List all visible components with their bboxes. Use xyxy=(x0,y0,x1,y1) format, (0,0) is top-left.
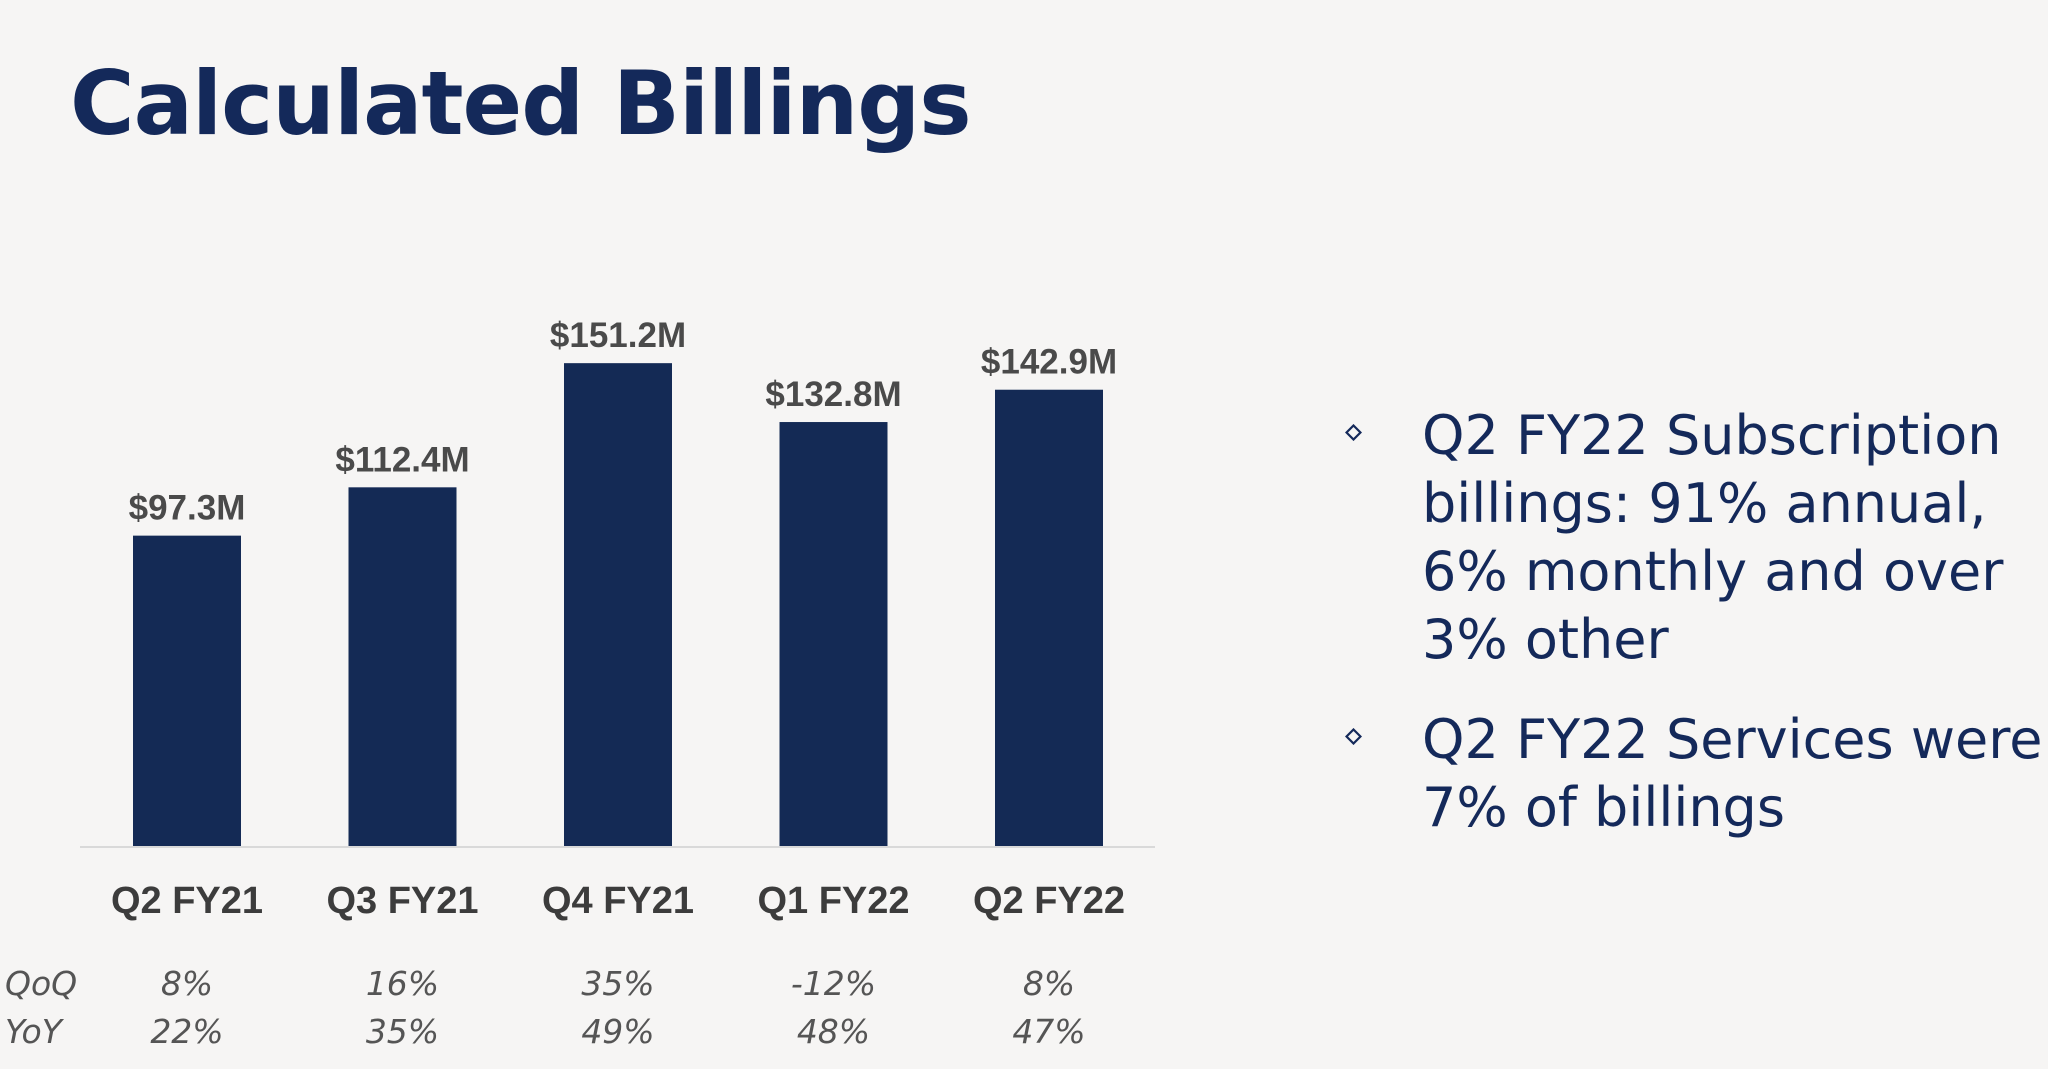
bullet-item-services: Q2 FY22 Services were 7% of billings xyxy=(1345,706,2045,842)
bar-q1-fy22 xyxy=(779,422,888,847)
bullet-item-subscription: Q2 FY22 Subscription billings: 91% annua… xyxy=(1345,402,2045,674)
bullet-text: Q2 FY22 Services were 7% of billings xyxy=(1422,708,2043,839)
highlights-list: Q2 FY22 Subscription billings: 91% annua… xyxy=(1345,402,2045,874)
diamond-outline-icon xyxy=(1345,424,1362,441)
x-tick-label: Q2 FY22 xyxy=(973,880,1125,922)
growth-value-yoy: 47% xyxy=(1012,1012,1085,1051)
bar-q4-fy21 xyxy=(564,363,672,847)
growth-value-qoq: -12% xyxy=(791,964,876,1003)
growth-value-qoq: 35% xyxy=(581,964,654,1003)
x-tick-label: Q2 FY21 xyxy=(111,880,263,922)
bars-layer xyxy=(133,363,1103,847)
bar-value-label: $151.2M xyxy=(550,316,686,355)
diamond-outline-icon xyxy=(1345,728,1362,745)
bar-value-label: $97.3M xyxy=(129,489,246,528)
x-tick-label: Q4 FY21 xyxy=(542,880,694,922)
bar-value-label: $132.8M xyxy=(765,375,901,414)
growth-metrics-table: QoQ 8% 16% 35% -12% 8% YoY 22% 35% 49% 48% 47% xyxy=(5,964,1086,1051)
bar-q2-fy21 xyxy=(133,535,241,847)
growth-value-yoy: 49% xyxy=(581,1012,654,1051)
growth-value-yoy: 48% xyxy=(797,1012,870,1051)
x-tick-label: Q3 FY21 xyxy=(326,880,478,922)
growth-value-qoq: 8% xyxy=(1023,964,1075,1003)
labels-layer: $97.3M Q2 FY21 $112.4M Q3 FY21 $151.2M Q4 FY2… xyxy=(111,316,1125,922)
x-tick-label: Q1 FY22 xyxy=(757,880,909,922)
growth-value-yoy: 22% xyxy=(150,1012,223,1051)
growth-value-qoq: 8% xyxy=(161,964,213,1003)
billings-bar-chart: $97.3M Q2 FY21 $112.4M Q3 FY21 $151.2M Q4 FY2… xyxy=(5,316,1155,1051)
bullet-text: Q2 FY22 Subscription billings: 91% annua… xyxy=(1422,404,2004,671)
bar-value-label: $112.4M xyxy=(335,440,469,479)
growth-value-yoy: 35% xyxy=(366,1012,439,1051)
page-title: Calculated Billings xyxy=(70,52,972,155)
growth-value-qoq: 16% xyxy=(366,964,439,1003)
growth-row-label-qoq: QoQ xyxy=(5,964,77,1003)
bar-value-label: $142.9M xyxy=(981,343,1117,382)
bar-q2-fy22 xyxy=(995,389,1103,847)
growth-row-label-yoy: YoY xyxy=(5,1012,65,1051)
bar-q3-fy21 xyxy=(348,487,457,847)
